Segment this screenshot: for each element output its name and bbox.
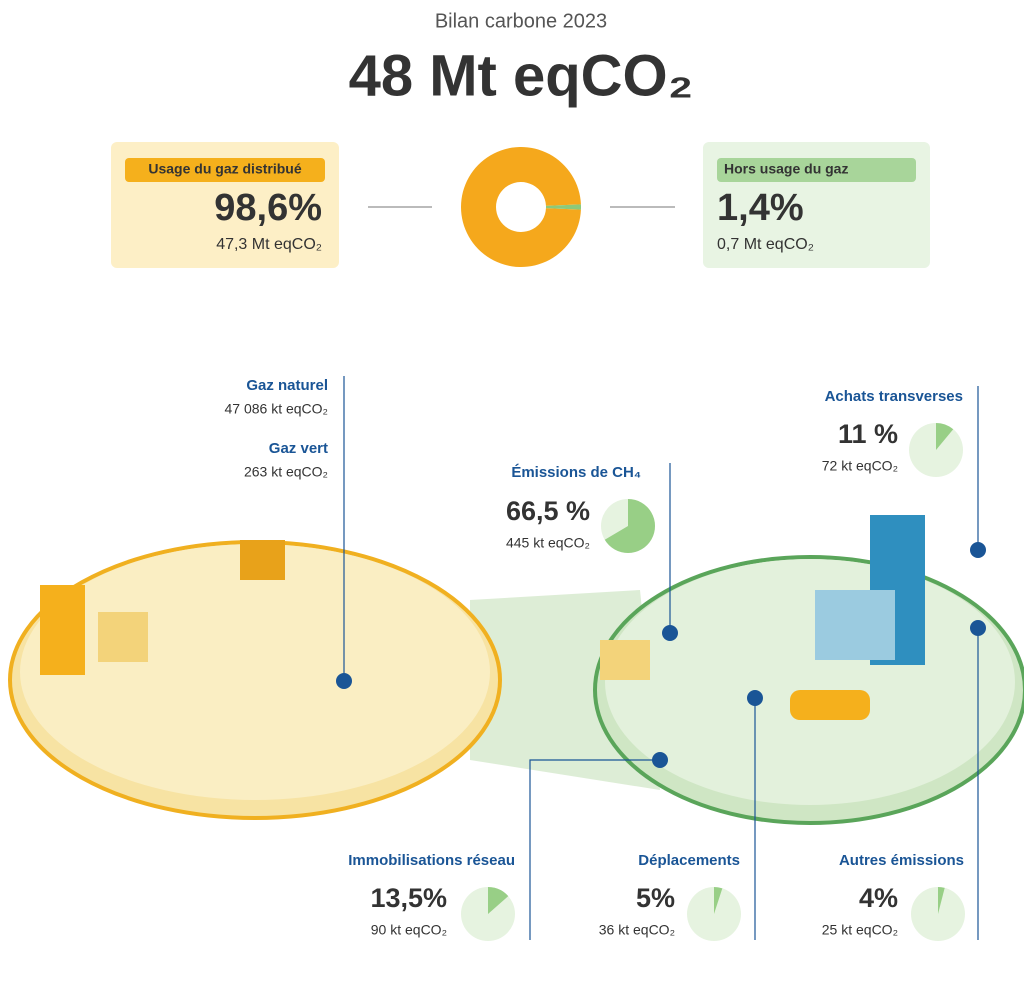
subtitle: Bilan carbone 2023 bbox=[435, 10, 607, 32]
source-amount: 47 086 kt eqCO₂ bbox=[225, 401, 329, 417]
building bbox=[40, 585, 85, 675]
house bbox=[600, 640, 650, 680]
callout-amount: 445 kt eqCO₂ bbox=[506, 535, 590, 551]
pie-slice bbox=[714, 887, 723, 914]
source-name: Gaz naturel bbox=[246, 377, 328, 394]
station bbox=[790, 690, 870, 720]
pie-slice bbox=[938, 887, 945, 914]
leader bbox=[529, 759, 660, 940]
callout-value: 4% bbox=[859, 883, 898, 913]
callout-title: Émissions de CH₄ bbox=[511, 464, 641, 481]
callout-amount: 90 kt eqCO₂ bbox=[371, 922, 447, 938]
donut-slice bbox=[460, 147, 581, 268]
title: 48 Mt eqCO₂ bbox=[349, 43, 694, 108]
pie-slice bbox=[488, 887, 509, 914]
leader-lines bbox=[343, 376, 979, 940]
callout-value: 66,5 % bbox=[506, 496, 590, 526]
label: Usage du gaz distribué bbox=[148, 161, 301, 177]
source-name: Gaz vert bbox=[269, 440, 328, 457]
donut-slice bbox=[545, 204, 581, 210]
dot bbox=[970, 620, 986, 636]
dot bbox=[970, 542, 986, 558]
value: 1,4% bbox=[717, 187, 804, 229]
pill-right bbox=[717, 158, 916, 182]
pie-slice bbox=[936, 423, 954, 450]
city-right-top bbox=[605, 559, 1015, 805]
building bbox=[98, 612, 148, 662]
dots bbox=[336, 542, 986, 768]
callout-value: 11 % bbox=[838, 419, 898, 449]
dot bbox=[652, 752, 668, 768]
building bbox=[815, 590, 895, 660]
callout-title: Immobilisations réseau bbox=[348, 852, 515, 869]
callout-title: Déplacements bbox=[638, 852, 740, 869]
pill-left bbox=[125, 158, 325, 182]
callout-amount: 36 kt eqCO₂ bbox=[599, 922, 675, 938]
callout-amount: 25 kt eqCO₂ bbox=[822, 922, 898, 938]
pie-slice bbox=[604, 499, 655, 553]
callout-amount: 72 kt eqCO₂ bbox=[822, 458, 898, 474]
callout-value: 5% bbox=[636, 883, 675, 913]
callout-title: Achats transverses bbox=[825, 388, 963, 405]
city-left-top bbox=[20, 544, 490, 800]
callout-value: 13,5% bbox=[370, 883, 447, 913]
callout-title: Autres émissions bbox=[839, 852, 964, 869]
amount: 0,7 Mt eqCO₂ bbox=[717, 236, 814, 253]
building bbox=[240, 540, 285, 580]
source-amount: 263 kt eqCO₂ bbox=[244, 464, 328, 480]
dot bbox=[336, 673, 352, 689]
dot bbox=[747, 690, 763, 706]
amount: 47,3 Mt eqCO₂ bbox=[216, 236, 322, 253]
value: 98,6% bbox=[214, 187, 322, 229]
dot bbox=[662, 625, 678, 641]
label: Hors usage du gaz bbox=[724, 161, 848, 177]
